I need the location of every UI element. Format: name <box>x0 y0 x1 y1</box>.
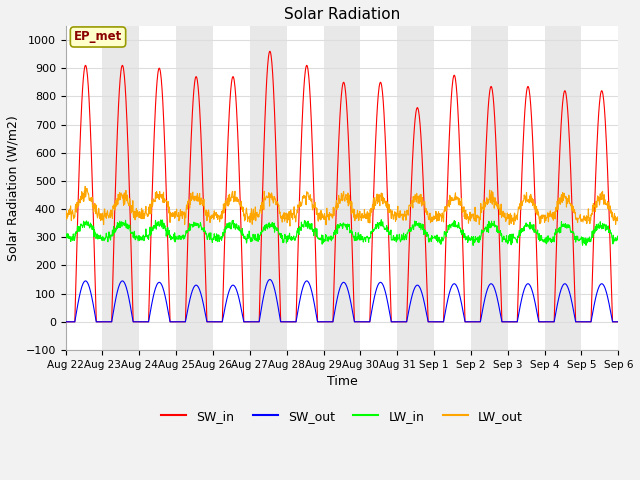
Bar <box>397 26 434 350</box>
LW_in <box>469 242 477 248</box>
SW_out <box>614 319 622 324</box>
SW_out <box>172 319 179 324</box>
LW_out <box>614 216 622 221</box>
SW_in <box>61 319 69 324</box>
LW_in <box>246 237 254 243</box>
SW_out <box>185 303 193 309</box>
LW_out <box>81 183 89 189</box>
Bar <box>324 26 360 350</box>
LW_in <box>185 227 193 233</box>
LW_in <box>428 236 436 242</box>
LW_out <box>550 217 557 223</box>
SW_out <box>549 319 557 324</box>
SW_out <box>500 319 508 324</box>
SW_in <box>500 319 508 324</box>
X-axis label: Time: Time <box>326 375 357 388</box>
SW_in <box>428 319 436 324</box>
LW_out <box>185 199 193 205</box>
LW_out <box>429 218 436 224</box>
Bar <box>176 26 213 350</box>
SW_in <box>246 319 254 324</box>
Line: SW_in: SW_in <box>65 51 618 322</box>
LW_in <box>172 239 179 245</box>
Line: SW_out: SW_out <box>65 279 618 322</box>
Y-axis label: Solar Radiation (W/m2): Solar Radiation (W/m2) <box>7 115 20 261</box>
LW_in <box>378 217 385 223</box>
SW_in <box>549 319 557 324</box>
LW_in <box>614 235 622 241</box>
Bar <box>471 26 508 350</box>
SW_out <box>428 319 436 324</box>
Title: Solar Radiation: Solar Radiation <box>284 7 400 22</box>
LW_in <box>61 233 69 239</box>
Bar <box>250 26 287 350</box>
Bar <box>545 26 582 350</box>
SW_out <box>246 319 254 324</box>
LW_out <box>500 210 508 216</box>
LW_out <box>61 210 69 216</box>
LW_out <box>247 216 255 222</box>
Text: EP_met: EP_met <box>74 30 122 44</box>
Line: LW_out: LW_out <box>65 186 618 226</box>
Bar <box>102 26 140 350</box>
SW_out <box>61 319 69 324</box>
SW_in <box>266 48 274 54</box>
LW_out <box>172 214 179 220</box>
Line: LW_in: LW_in <box>65 220 618 245</box>
SW_out <box>266 276 274 282</box>
LW_out <box>286 223 294 229</box>
SW_in <box>185 212 193 218</box>
LW_in <box>550 234 557 240</box>
Legend: SW_in, SW_out, LW_in, LW_out: SW_in, SW_out, LW_in, LW_out <box>156 405 528 428</box>
SW_in <box>614 319 622 324</box>
LW_in <box>500 236 508 242</box>
SW_in <box>172 319 179 324</box>
